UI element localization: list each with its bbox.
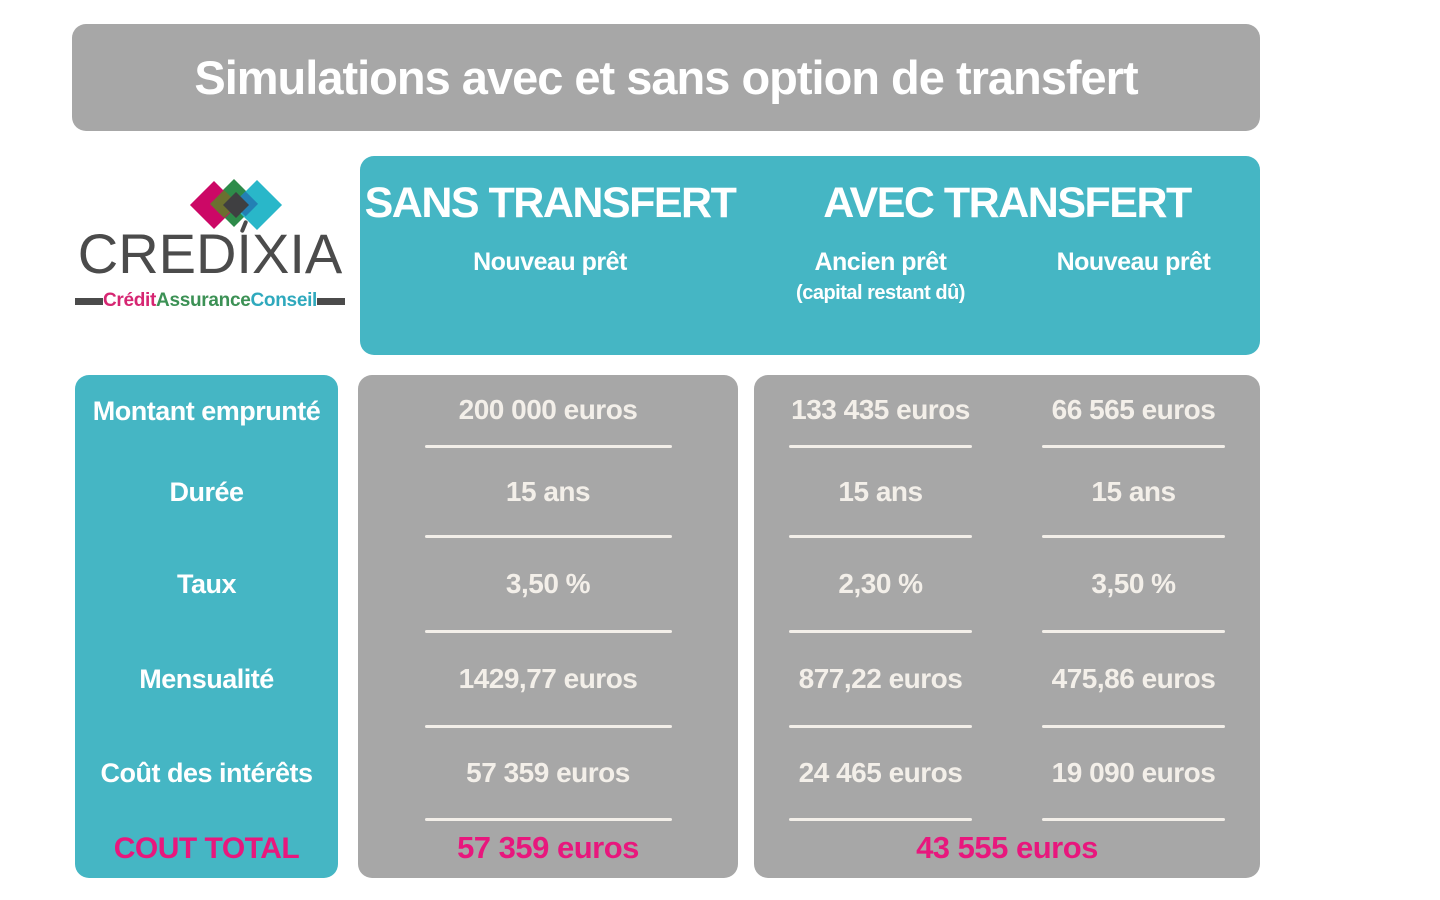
title-banner: Simulations avec et sans option de trans… xyxy=(72,24,1260,131)
row-separator xyxy=(789,535,972,538)
row-separator xyxy=(424,818,672,821)
brand-wordmark: CREDIXIA xyxy=(75,219,345,287)
sans-montant-value: 200 000 euros xyxy=(458,394,638,425)
row-separator xyxy=(789,725,972,728)
row-separator xyxy=(789,630,972,633)
sans-cout-total-value: 57 359 euros xyxy=(457,830,639,865)
row-separator xyxy=(1042,630,1225,633)
row-separator xyxy=(424,535,672,538)
ancien-taux-value: 2,30 % xyxy=(838,568,923,599)
row-labels-column: Montant emprunté Durée Taux Mensualité C… xyxy=(75,375,338,878)
tagline-assurance: Assurance xyxy=(156,290,251,311)
tagline-dash-right xyxy=(317,297,345,305)
header-sans-transfert: SANS TRANSFERT xyxy=(364,178,737,227)
logo-tagline: Crédit Assurance Conseil xyxy=(75,289,345,313)
header-capital-restant: (capital restant dû) xyxy=(796,282,965,304)
nouveau-cout-interets-value: 19 090 euros xyxy=(1051,757,1216,788)
tagline-dash-left xyxy=(75,297,103,305)
header-avec-transfert: AVEC TRANSFERT xyxy=(823,178,1192,227)
sans-taux-value: 3,50 % xyxy=(505,568,591,599)
row-label-mensualite: Mensualité xyxy=(139,664,274,694)
row-label-montant: Montant emprunté xyxy=(92,395,321,426)
row-separator xyxy=(1042,535,1225,538)
tagline-credit: Crédit xyxy=(102,290,157,311)
row-label-duree: Durée xyxy=(169,476,244,507)
nouveau-duree-value: 15 ans xyxy=(1091,475,1176,507)
avec-nouveau-pret-column: 66 565 euros 15 ans 3,50 % 475,86 euros … xyxy=(1007,375,1260,821)
header-sans-nouveau-pret: Nouveau prêt xyxy=(473,248,627,276)
ancien-montant-value: 133 435 euros xyxy=(791,394,970,425)
sans-duree-value: 15 ans xyxy=(505,475,591,507)
row-label-cout-total: COUT TOTAL xyxy=(113,832,300,865)
ancien-duree-value: 15 ans xyxy=(838,475,923,507)
row-separator xyxy=(1042,445,1225,448)
credixia-logo: CREDIXIA Crédit Assurance Conseil xyxy=(75,163,345,313)
sans-cout-interets-value: 57 359 euros xyxy=(466,757,630,788)
row-separator xyxy=(424,630,672,633)
sans-mensualite-value: 1429,77 euros xyxy=(458,663,638,694)
row-separator xyxy=(1042,818,1225,821)
header-avec-nouveau-pret: Nouveau prêt xyxy=(1056,248,1211,276)
row-label-taux: Taux xyxy=(176,569,237,599)
logo-diamonds-icon xyxy=(189,178,283,231)
row-separator xyxy=(1042,725,1225,728)
ancien-mensualite-value: 877,22 euros xyxy=(798,663,963,694)
ancien-cout-interets-value: 24 465 euros xyxy=(798,757,963,788)
row-separator xyxy=(424,445,672,448)
avec-cout-total-value: 43 555 euros xyxy=(916,830,1098,865)
sans-transfert-panel: 200 000 euros 15 ans 3,50 % 1429,77 euro… xyxy=(358,375,738,878)
avec-ancien-pret-column: 133 435 euros 15 ans 2,30 % 877,22 euros… xyxy=(754,375,1007,821)
page-title: Simulations avec et sans option de trans… xyxy=(194,51,1138,104)
tagline-conseil: Conseil xyxy=(250,290,318,311)
nouveau-mensualite-value: 475,86 euros xyxy=(1051,663,1216,694)
header-avec-ancien-pret: Ancien prêt (capital restant dû) xyxy=(796,248,965,304)
row-separator xyxy=(789,818,972,821)
nouveau-taux-value: 3,50 % xyxy=(1091,568,1176,599)
row-label-cout-interets: Coût des intérêts xyxy=(100,758,313,788)
avec-transfert-panel: 133 435 euros 15 ans 2,30 % 877,22 euros… xyxy=(754,375,1260,878)
avec-subcolumns: 133 435 euros 15 ans 2,30 % 877,22 euros… xyxy=(754,375,1260,821)
column-headers: SANS TRANSFERT AVEC TRANSFERT Nouveau pr… xyxy=(360,156,1260,355)
row-separator xyxy=(424,725,672,728)
nouveau-montant-value: 66 565 euros xyxy=(1051,394,1216,425)
row-separator xyxy=(789,445,972,448)
